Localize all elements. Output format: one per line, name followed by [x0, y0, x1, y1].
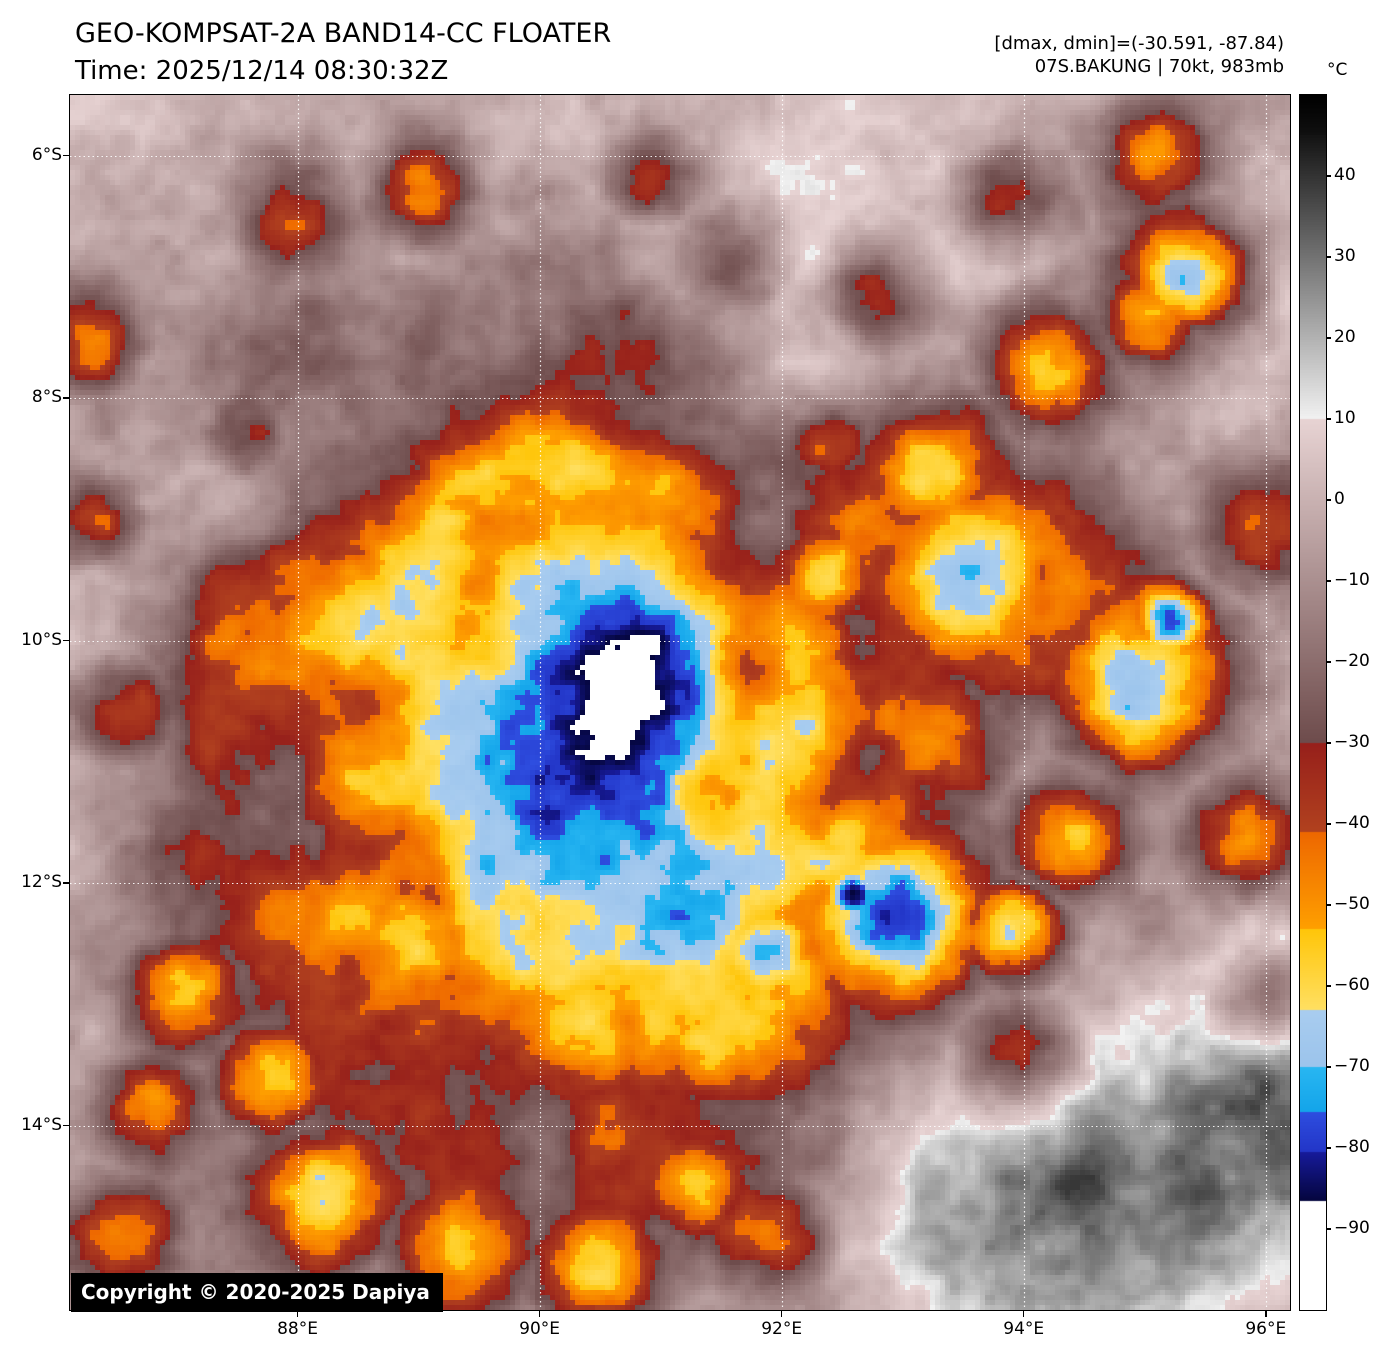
- colorbar-tick-label: 0: [1334, 489, 1345, 509]
- colorbar-tick-label: −30: [1334, 732, 1370, 752]
- y-tick-label: 14°S: [21, 1114, 62, 1135]
- colorbar-tick-label: −80: [1334, 1137, 1370, 1157]
- y-tick-mark: [63, 1124, 70, 1127]
- x-tick-label: 96°E: [1245, 1319, 1287, 1339]
- x-tick-mark: [538, 1310, 541, 1317]
- storm-info-label: 07S.BAKUNG | 70kt, 983mb: [1034, 56, 1284, 77]
- satellite-ir-map: [70, 95, 1290, 1310]
- x-tick-label: 90°E: [519, 1319, 561, 1339]
- colorbar-tick-mark: [1326, 904, 1331, 906]
- colorbar-tick-mark: [1326, 985, 1331, 987]
- colorbar-unit-label: °C: [1327, 60, 1348, 80]
- x-tick-mark: [780, 1310, 783, 1317]
- colorbar-tick-label: −40: [1334, 813, 1370, 833]
- y-tick-mark: [63, 154, 70, 157]
- colorbar-tick-label: 10: [1334, 408, 1356, 428]
- x-tick-mark: [1022, 1310, 1025, 1317]
- colorbar-tick-mark: [1326, 499, 1331, 501]
- header-info: [dmax, dmin]=(-30.591, -87.84) 07S.BAKUN…: [994, 32, 1284, 78]
- copyright-badge: Copyright © 2020-2025 Dapiya: [71, 1273, 443, 1312]
- y-tick-label: 10°S: [21, 629, 62, 650]
- colorbar-tick-mark: [1326, 175, 1331, 177]
- colorbar-tick-mark: [1326, 823, 1331, 825]
- colorbar-tick-label: −50: [1334, 894, 1370, 914]
- x-tick-label: 88°E: [277, 1319, 318, 1339]
- image-time: Time: 2025/12/14 08:30:32Z: [75, 56, 449, 86]
- colorbar-tick-label: −10: [1334, 570, 1370, 590]
- colorbar-tick-mark: [1326, 661, 1331, 663]
- colorbar-tick-mark: [1326, 1066, 1331, 1068]
- y-tick-label: 12°S: [21, 872, 62, 893]
- y-tick-mark: [63, 882, 70, 884]
- colorbar: [1300, 95, 1326, 1310]
- y-tick-mark: [63, 397, 70, 399]
- x-tick-label: 92°E: [761, 1319, 803, 1339]
- x-tick-mark: [296, 1310, 299, 1317]
- dmax-dmin-label: [dmax, dmin]=(-30.591, -87.84): [994, 33, 1284, 54]
- y-tick-mark: [63, 639, 70, 642]
- colorbar-tick-mark: [1326, 1147, 1331, 1149]
- colorbar-tick-label: −60: [1334, 975, 1370, 995]
- x-tick-label: 94°E: [1003, 1319, 1045, 1339]
- colorbar-tick-label: 20: [1334, 327, 1356, 347]
- colorbar-tick-mark: [1326, 580, 1331, 582]
- colorbar-tick-mark: [1326, 418, 1331, 420]
- y-tick-label: 6°S: [31, 144, 62, 165]
- colorbar-tick-mark: [1326, 256, 1331, 258]
- y-tick-label: 8°S: [31, 387, 62, 408]
- colorbar-tick-label: −90: [1334, 1218, 1370, 1238]
- colorbar-tick-mark: [1326, 1228, 1331, 1230]
- colorbar-tick-mark: [1326, 742, 1331, 744]
- colorbar-tick-label: −70: [1334, 1056, 1370, 1076]
- colorbar-tick-label: 30: [1334, 246, 1356, 266]
- colorbar-tick-mark: [1326, 337, 1331, 339]
- image-title: GEO-KOMPSAT-2A BAND14-CC FLOATER: [75, 18, 612, 49]
- x-tick-mark: [1265, 1310, 1267, 1317]
- colorbar-tick-label: 40: [1334, 165, 1356, 185]
- colorbar-tick-label: −20: [1334, 651, 1370, 671]
